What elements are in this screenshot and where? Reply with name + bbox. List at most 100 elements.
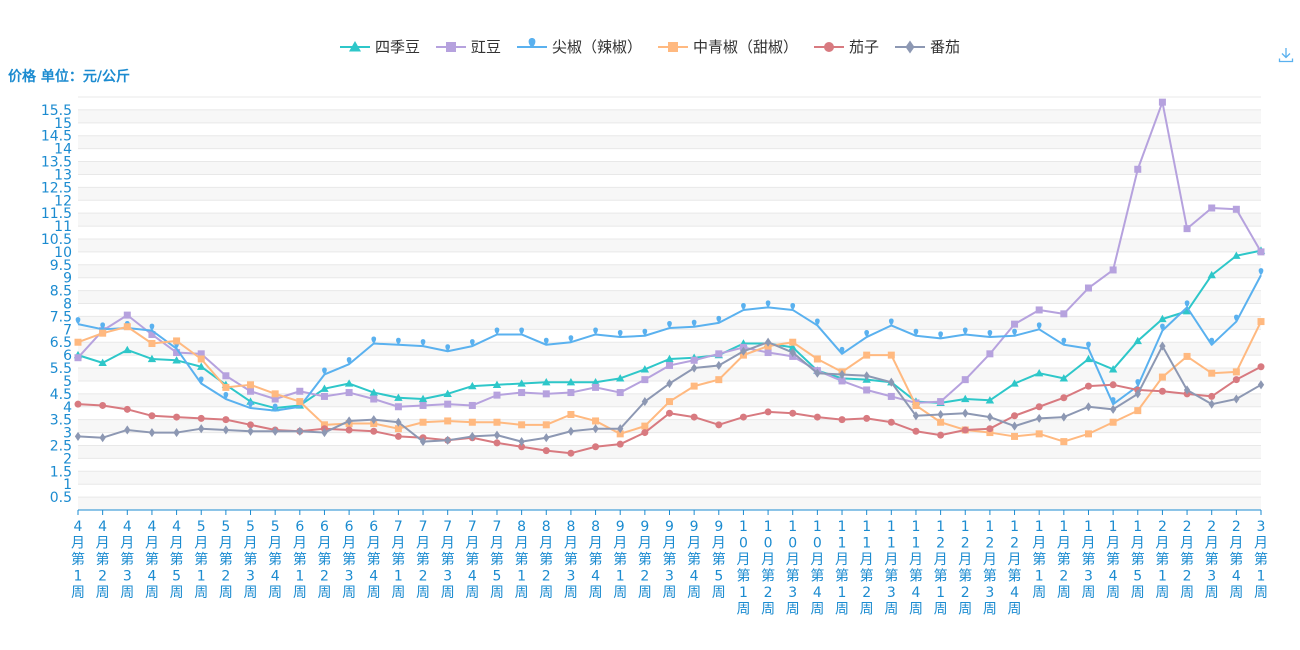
data-point[interactable] (1109, 266, 1117, 274)
data-point[interactable] (320, 384, 329, 392)
data-point[interactable] (1257, 318, 1265, 326)
data-point[interactable] (493, 391, 501, 399)
data-point[interactable] (370, 395, 378, 403)
data-point[interactable] (1209, 337, 1215, 345)
data-point[interactable] (444, 417, 452, 425)
data-point[interactable] (1257, 380, 1265, 390)
data-point[interactable] (519, 327, 524, 335)
data-point[interactable] (592, 443, 600, 451)
data-point[interactable] (839, 346, 845, 354)
data-point[interactable] (321, 428, 328, 438)
data-point[interactable] (148, 412, 156, 420)
data-point[interactable] (1060, 412, 1067, 422)
data-point[interactable] (741, 302, 746, 310)
data-point[interactable] (419, 401, 427, 409)
data-point[interactable] (690, 363, 698, 373)
data-point[interactable] (617, 330, 623, 338)
data-point[interactable] (173, 413, 181, 421)
data-point[interactable] (1059, 374, 1069, 382)
data-point[interactable] (542, 378, 551, 386)
data-point[interactable] (1034, 368, 1044, 377)
data-point[interactable] (591, 378, 600, 386)
data-point[interactable] (937, 409, 944, 420)
data-point[interactable] (863, 414, 871, 422)
data-point[interactable] (542, 390, 550, 398)
data-point[interactable] (1158, 314, 1167, 323)
data-point[interactable] (1160, 323, 1165, 331)
data-point[interactable] (74, 338, 82, 346)
data-point[interactable] (222, 425, 230, 435)
data-point[interactable] (1084, 284, 1092, 292)
data-point[interactable] (887, 392, 895, 400)
data-point[interactable] (838, 416, 846, 424)
data-point[interactable] (445, 344, 451, 352)
series-5[interactable] (74, 337, 1265, 447)
data-point[interactable] (986, 425, 994, 433)
data-point[interactable] (641, 376, 649, 384)
data-point[interactable] (148, 428, 156, 438)
data-point[interactable] (197, 414, 205, 422)
data-point[interactable] (764, 337, 772, 347)
data-point[interactable] (320, 421, 328, 429)
data-point[interactable] (815, 318, 820, 326)
data-point[interactable] (961, 376, 969, 384)
data-point[interactable] (123, 345, 132, 354)
data-point[interactable] (123, 405, 131, 413)
data-point[interactable] (346, 357, 352, 365)
data-point[interactable] (345, 426, 353, 434)
data-point[interactable] (1060, 310, 1068, 318)
data-point[interactable] (344, 379, 354, 387)
data-point[interactable] (838, 377, 846, 385)
data-point[interactable] (1108, 365, 1118, 373)
data-point[interactable] (148, 340, 156, 348)
data-point[interactable] (1011, 412, 1019, 420)
data-point[interactable] (1036, 413, 1043, 423)
data-point[interactable] (937, 431, 945, 439)
data-point[interactable] (937, 418, 945, 426)
data-point[interactable] (74, 354, 82, 362)
data-point[interactable] (1061, 337, 1067, 345)
data-point[interactable] (986, 350, 994, 358)
data-point[interactable] (1208, 204, 1216, 212)
data-point[interactable] (419, 418, 427, 426)
data-point[interactable] (912, 401, 920, 409)
data-point[interactable] (640, 365, 650, 373)
data-point[interactable] (123, 323, 131, 331)
data-point[interactable] (247, 426, 254, 436)
data-point[interactable] (542, 447, 550, 455)
data-point[interactable] (666, 398, 673, 406)
data-point[interactable] (1011, 320, 1019, 328)
data-point[interactable] (492, 380, 502, 388)
data-point[interactable] (912, 427, 920, 435)
data-point[interactable] (665, 354, 674, 363)
data-point[interactable] (1158, 373, 1166, 381)
data-point[interactable] (1134, 389, 1141, 399)
data-point[interactable] (765, 300, 771, 308)
data-point[interactable] (716, 315, 722, 323)
data-point[interactable] (1134, 407, 1142, 415)
data-point[interactable] (715, 350, 723, 358)
data-point[interactable] (863, 386, 871, 394)
data-point[interactable] (1158, 387, 1166, 395)
data-point[interactable] (764, 408, 772, 416)
data-point[interactable] (543, 337, 549, 345)
data-point[interactable] (1109, 381, 1117, 389)
data-point[interactable] (395, 417, 402, 427)
series-2[interactable] (75, 268, 1264, 412)
data-point[interactable] (468, 401, 476, 409)
data-point[interactable] (420, 339, 426, 347)
data-point[interactable] (888, 318, 894, 326)
data-point[interactable] (1060, 438, 1068, 446)
data-point[interactable] (567, 449, 575, 457)
data-point[interactable] (1258, 268, 1264, 276)
legend-item-2[interactable]: 尖椒（辣椒） (516, 38, 642, 56)
data-point[interactable] (542, 421, 550, 429)
data-point[interactable] (222, 383, 230, 391)
data-point[interactable] (222, 372, 230, 380)
data-point[interactable] (296, 387, 304, 395)
data-point[interactable] (493, 418, 501, 426)
data-point[interactable] (715, 376, 723, 384)
data-point[interactable] (616, 430, 624, 438)
data-point[interactable] (418, 394, 428, 403)
data-point[interactable] (518, 443, 526, 451)
